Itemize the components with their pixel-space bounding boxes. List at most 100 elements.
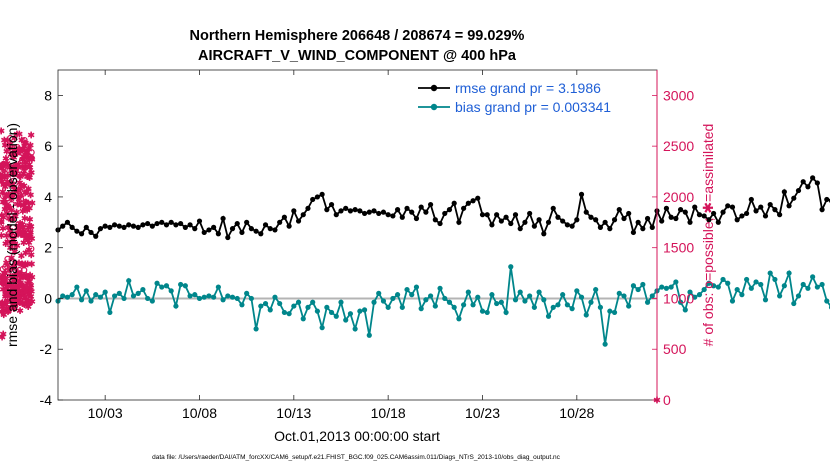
obs-assimilated-marker (23, 188, 31, 196)
rmse-point (644, 215, 651, 222)
rmse-point (300, 212, 306, 218)
rmse-point (470, 198, 476, 204)
rmse-point (758, 204, 764, 210)
bias-point (503, 309, 509, 316)
rmse-point (739, 213, 745, 219)
rmse-point (418, 204, 424, 210)
bias-point (286, 311, 292, 317)
bias-point (159, 284, 165, 290)
bias-point (229, 294, 236, 300)
bias-point (347, 311, 354, 317)
bias-point (541, 297, 547, 303)
bias-point (451, 304, 457, 310)
bias-point (489, 292, 495, 298)
obs-assimilated-marker (13, 208, 20, 216)
rmse-point (399, 214, 405, 220)
rmse-point (286, 223, 292, 229)
bias-point (583, 312, 589, 318)
rmse-point (352, 207, 358, 213)
rmse-point (159, 219, 165, 225)
rmse-point (810, 175, 816, 181)
bias-point (211, 294, 217, 300)
rmse-point (729, 204, 736, 210)
rmse-point (64, 219, 71, 225)
bias-point (111, 293, 118, 299)
bias-point (267, 307, 273, 313)
bias-point (616, 290, 622, 296)
bias-point (677, 299, 684, 305)
obs-assimilated-marker (0, 127, 5, 135)
bias-point (512, 297, 519, 303)
rmse-point (168, 219, 174, 225)
bias-point (640, 281, 646, 288)
rmse-point (710, 210, 717, 217)
y-axis-right-ticks: 0 500 1000 1500 2000 2500 3000 (652, 70, 694, 408)
bias-point (88, 298, 94, 304)
bias-point (305, 304, 311, 310)
legend: rmse grand pr = 3.1986 bias grand pr = 0… (408, 76, 648, 120)
rmse-point (461, 205, 467, 211)
obs-possible-marker (10, 177, 18, 184)
rmse-point (824, 196, 830, 203)
plot-area (58, 70, 657, 400)
bias-point (102, 289, 108, 295)
rmse-point (626, 210, 632, 217)
rmse-point (201, 229, 207, 236)
bias-point (394, 292, 401, 298)
rmse-point (428, 201, 434, 208)
bias-point (324, 304, 330, 310)
rmse-point (677, 207, 684, 213)
rmse-point (258, 231, 264, 237)
rmse-point (748, 196, 754, 203)
y-left-tick-label: 2 (44, 240, 52, 256)
bias-point (593, 286, 599, 293)
rmse-point (97, 226, 104, 232)
bias-point (239, 302, 245, 308)
obs-assimilated-marker (4, 238, 11, 245)
obs-possible-marker (16, 270, 23, 278)
obs-assimilated-marker (11, 186, 18, 194)
bias-point (64, 294, 71, 300)
bias-point (291, 303, 297, 309)
obs-assimilated-marker (26, 215, 34, 223)
bias-point (295, 299, 302, 305)
bias-point (800, 281, 806, 288)
rmse-point (451, 200, 457, 206)
bias-point (206, 293, 212, 299)
bias-point (777, 293, 783, 299)
bias-point (69, 292, 75, 298)
obs-assimilated-marker (8, 206, 15, 214)
bias-point (399, 304, 405, 310)
rmse-point (69, 224, 75, 230)
rmse-point (413, 215, 420, 222)
x-tick-label: 10/23 (465, 405, 500, 421)
rmse-point (512, 212, 519, 218)
legend-rmse-label: rmse grand pr = 3.1986 (455, 80, 601, 96)
rmse-point (517, 226, 523, 232)
rmse-point (588, 214, 594, 220)
rmse-point (574, 217, 580, 223)
legend-bias-mark (418, 103, 450, 111)
rmse-point (281, 214, 287, 220)
bias-point (253, 326, 259, 332)
rmse-point (800, 179, 806, 185)
bias-point (611, 309, 618, 316)
rmse-point (536, 217, 542, 223)
bias-point (333, 313, 339, 319)
obs-assimilated-marker (16, 307, 24, 315)
rmse-point (706, 217, 712, 223)
obs-assimilated-marker (18, 183, 25, 191)
rmse-point (102, 223, 108, 229)
bias-point (470, 302, 476, 308)
rmse-point (635, 219, 641, 225)
obs-assimilated-marker (0, 198, 8, 206)
rmse-point (621, 215, 627, 222)
bias-point (272, 294, 278, 300)
rmse-point (88, 229, 94, 236)
obs-assimilated-marker (21, 165, 28, 172)
y-right-tick-label: 1500 (663, 240, 694, 256)
rmse-point (673, 215, 679, 222)
rmse-point (498, 218, 504, 224)
rmse-point (569, 223, 575, 229)
bias-point (536, 289, 542, 295)
